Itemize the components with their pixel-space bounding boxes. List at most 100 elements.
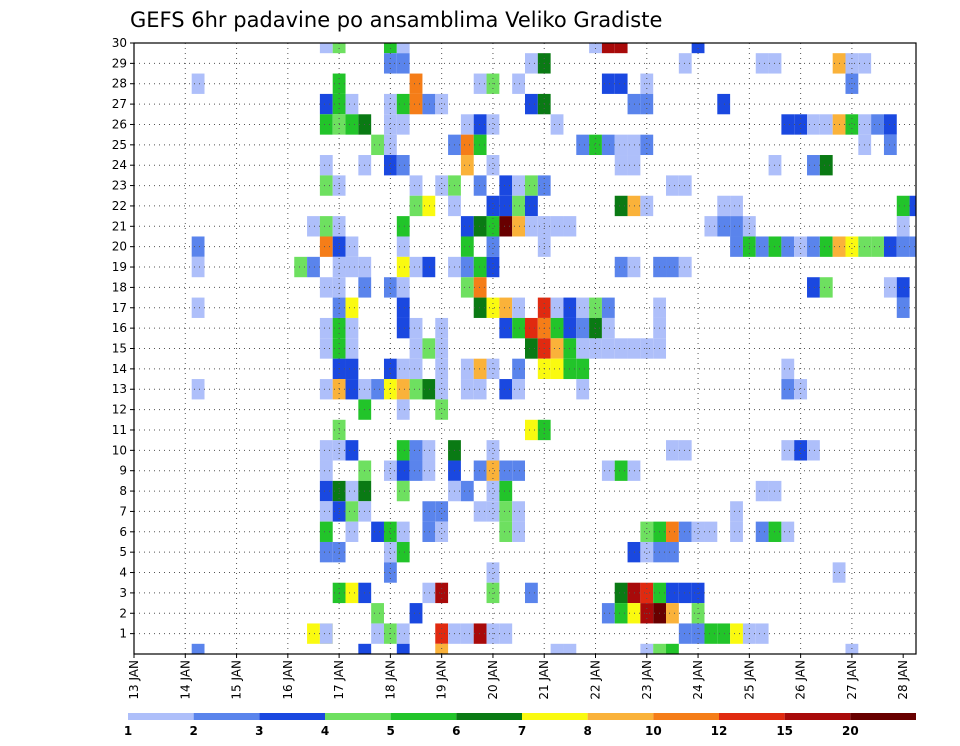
heatmap-cell — [640, 582, 654, 604]
heatmap-cell — [371, 603, 384, 624]
heatmap-cell — [422, 501, 436, 522]
heatmap-cell — [409, 358, 423, 380]
heatmap-cell — [794, 114, 808, 135]
heatmap-cell — [473, 501, 487, 522]
heatmap-cell — [883, 236, 897, 257]
heatmap-cell — [525, 93, 538, 115]
heatmap-cell — [396, 460, 410, 481]
heatmap-cell — [499, 379, 513, 400]
heatmap-cell — [460, 480, 474, 502]
heatmap-cell — [807, 236, 820, 257]
colorbar-swatch — [719, 713, 785, 720]
heatmap-cell — [319, 43, 333, 54]
heatmap-cell — [319, 623, 333, 644]
heatmap-cell — [319, 216, 333, 237]
heatmap-cell — [601, 297, 615, 318]
heatmap-cell — [755, 623, 769, 644]
heatmap-cell — [383, 541, 397, 563]
heatmap-cell — [409, 440, 423, 461]
heatmap-cell — [717, 216, 731, 237]
heatmap-cell — [435, 582, 449, 604]
heatmap-cell — [460, 277, 474, 298]
x-tick-label: 20 JAN — [486, 660, 500, 700]
heatmap-cell — [730, 501, 743, 522]
heatmap-cell — [627, 155, 641, 176]
heatmap-cell — [525, 195, 538, 217]
heatmap-cell — [550, 297, 564, 318]
y-tick-label: 30 — [112, 36, 127, 50]
x-tick-label: 27 JAN — [845, 660, 859, 700]
x-tick-label: 23 JAN — [640, 660, 654, 700]
colorbar-swatch — [522, 713, 588, 720]
colorbar-label: 12 — [711, 724, 728, 738]
heatmap-cell — [627, 134, 641, 156]
heatmap-cell — [896, 195, 910, 217]
heatmap-cell — [396, 521, 410, 542]
heatmap-cell — [345, 93, 359, 115]
heatmap-cell — [422, 440, 436, 461]
heatmap-cell — [396, 317, 410, 339]
heatmap-cell — [896, 297, 910, 318]
heatmap-cell — [319, 460, 333, 481]
heatmap-cell — [525, 175, 538, 196]
heatmap-cell — [819, 155, 833, 176]
heatmap-cell — [473, 623, 487, 644]
y-tick-label: 12 — [112, 403, 127, 417]
heatmap-cell — [435, 399, 449, 420]
heatmap-cell — [807, 114, 820, 135]
heatmap-cell — [345, 338, 359, 359]
heatmap-cell — [499, 521, 513, 542]
colorbar-label: 7 — [518, 724, 526, 738]
heatmap-cell — [319, 440, 333, 461]
x-tick-label: 26 JAN — [794, 660, 808, 700]
heatmap-cell — [512, 73, 525, 94]
heatmap-cell — [499, 480, 513, 502]
heatmap-cell — [396, 93, 410, 115]
heatmap-cell — [422, 195, 436, 217]
heatmap-cell — [627, 582, 641, 604]
heatmap-cell — [396, 297, 410, 318]
colorbar-swatch — [193, 713, 260, 720]
heatmap-cell — [396, 43, 410, 54]
heatmap-cell — [383, 460, 397, 481]
heatmap-cell — [460, 114, 474, 135]
colorbar-swatch — [259, 713, 325, 720]
heatmap-cell — [819, 114, 833, 135]
y-tick-label: 3 — [119, 586, 127, 600]
heatmap-cell — [473, 175, 487, 196]
heatmap-cell — [486, 297, 500, 318]
heatmap-cell — [409, 460, 423, 481]
heatmap-cell — [435, 379, 449, 400]
heatmap-cell — [794, 236, 808, 257]
heatmap-cell — [627, 338, 641, 359]
heatmap-cell — [319, 277, 333, 298]
heatmap-cell — [512, 501, 525, 522]
colorbar-swatch — [653, 713, 719, 720]
heatmap-cell — [678, 623, 692, 644]
heatmap-cell — [666, 582, 679, 604]
y-tick-label: 25 — [112, 138, 127, 152]
heatmap-cell — [871, 236, 884, 257]
heatmap-cell — [525, 338, 538, 359]
heatmap-cell — [819, 277, 833, 298]
heatmap-cell — [460, 134, 474, 156]
heatmap-cell — [486, 440, 500, 461]
heatmap-cell — [576, 317, 590, 339]
heatmap-cell — [396, 216, 410, 237]
heatmap-cell — [409, 175, 423, 196]
heatmap-cell — [601, 73, 615, 94]
y-tick-label: 27 — [112, 97, 127, 111]
x-tick-label: 22 JAN — [589, 660, 603, 700]
heatmap-cell — [396, 480, 410, 502]
heatmap-cell — [422, 256, 436, 278]
heatmap-cell — [460, 358, 474, 380]
heatmap-cell — [614, 603, 628, 624]
heatmap-cell — [807, 440, 820, 461]
heatmap-cell — [627, 460, 641, 481]
heatmap-cell — [319, 501, 333, 522]
heatmap-cell — [704, 521, 718, 542]
heatmap-cell — [383, 277, 397, 298]
heatmap-cell — [640, 521, 654, 542]
heatmap-cell — [550, 338, 564, 359]
